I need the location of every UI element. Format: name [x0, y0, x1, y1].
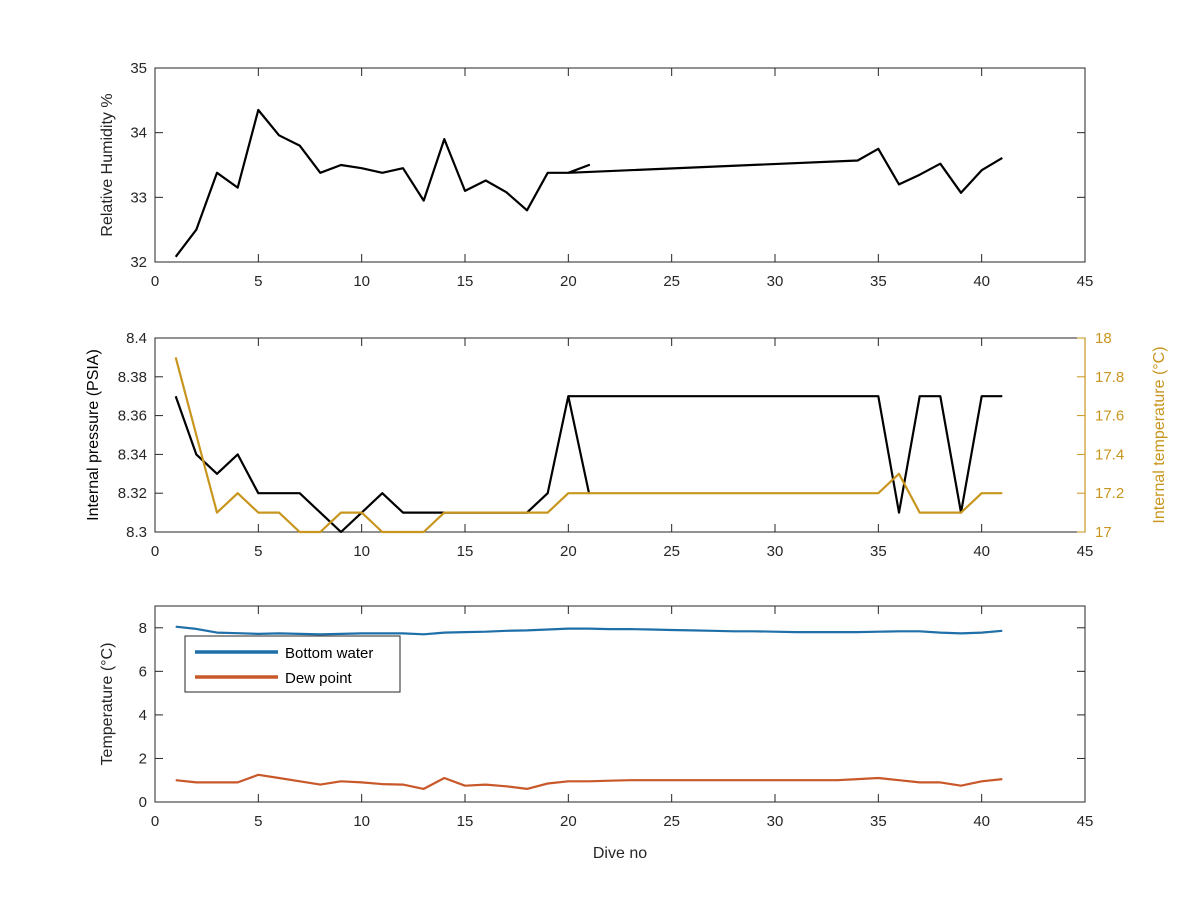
x-tick-label: 0: [151, 543, 159, 560]
y-tick-label: 0: [139, 794, 147, 811]
x-tick-label: 5: [254, 273, 262, 290]
y-axis-label: Relative Humidity %: [99, 93, 116, 236]
x-tick-label: 20: [560, 813, 577, 830]
x-tick-label: 40: [973, 543, 990, 560]
y2-tick-label: 17.2: [1095, 485, 1124, 502]
x-tick-label: 25: [663, 813, 680, 830]
panel-1: 0 5 10 15 20 25 30 35 40 45 32 33 34 35 Relative Humid…: [99, 60, 1093, 290]
y-tick-label: 8: [139, 620, 147, 637]
y-tick-label: 8.3: [126, 524, 147, 541]
series-line-internal-temperature: [174, 357, 1003, 534]
y-tick-label: 8.32: [118, 485, 147, 502]
x-axis-label: Dive no: [593, 845, 647, 862]
x-tick-label: 15: [457, 813, 474, 830]
x-tick-label: 25: [663, 273, 680, 290]
x-tick-label: 30: [767, 273, 784, 290]
x-tick-label: 0: [151, 813, 159, 830]
x-tick-label: 35: [870, 543, 887, 560]
x-tick-label: 45: [1077, 543, 1094, 560]
y-tick-label: 8.38: [118, 369, 147, 386]
x-tick-label: 45: [1077, 273, 1094, 290]
panel-2: 0 5 10 15 20 25 30 35 40 45 8.3 8.32 8.34 8.36 8.38 8.4…: [85, 330, 1168, 560]
y2-tick-label: 17.6: [1095, 408, 1124, 425]
x-tick-label: 5: [254, 543, 262, 560]
series-line-series-0: [174, 108, 1003, 258]
x-tick-label: 20: [560, 543, 577, 560]
y-tick-label: 33: [130, 189, 147, 206]
x-tick-label: 10: [353, 273, 370, 290]
y2-tick-label: 17.4: [1095, 446, 1124, 463]
y2-tick-label: 17.8: [1095, 369, 1124, 386]
x-tick-label: 25: [663, 543, 680, 560]
legend-entry: Dew point: [285, 670, 353, 687]
legend-box: [184, 635, 401, 693]
x-tick-label: 0: [151, 273, 159, 290]
series-line-dew-point: [175, 773, 1003, 791]
x-tick-label: 10: [353, 543, 370, 560]
legend: Bottom water Dew point: [184, 635, 401, 693]
x-tick-label: 40: [973, 813, 990, 830]
y-tick-label: 6: [139, 663, 147, 680]
y-tick-label: 8.36: [118, 408, 147, 425]
x-tick-label: 45: [1077, 813, 1094, 830]
series-line-bottom-water: [175, 625, 1003, 636]
panel-3: 0 5 10 15 20 25 30 35 40 45 0 2 4 6 8 Temperature (°C) D…: [99, 605, 1094, 862]
y2-tick-label: 17: [1095, 524, 1112, 541]
axes-box: [154, 605, 1086, 803]
x-tick-label: 15: [457, 273, 474, 290]
y-tick-label: 2: [139, 750, 147, 767]
y-axis-label: Internal pressure (PSIA): [85, 349, 102, 521]
y-tick-label: 8.34: [118, 446, 147, 463]
y2-tick-label: 18: [1095, 330, 1112, 347]
x-tick-label: 15: [457, 543, 474, 560]
y-tick-label: 8.4: [126, 330, 147, 347]
y-tick-label: 4: [139, 707, 147, 724]
x-tick-label: 35: [870, 813, 887, 830]
legend-entry: Bottom water: [285, 645, 373, 662]
x-tick-label: 40: [973, 273, 990, 290]
y2-axis-label: Internal temperature (°C): [1151, 346, 1168, 523]
y-axis-label: Temperature (°C): [99, 643, 116, 766]
y-tick-label: 34: [130, 125, 147, 142]
y-tick-label: 35: [130, 60, 147, 77]
x-tick-label: 20: [560, 273, 577, 290]
y-tick-label: 32: [130, 254, 147, 271]
axes-box: [154, 337, 1086, 533]
x-tick-label: 30: [767, 543, 784, 560]
x-tick-label: 30: [767, 813, 784, 830]
x-tick-label: 35: [870, 273, 887, 290]
x-tick-label: 10: [353, 813, 370, 830]
axes-box: [154, 67, 1086, 263]
x-tick-label: 5: [254, 813, 262, 830]
